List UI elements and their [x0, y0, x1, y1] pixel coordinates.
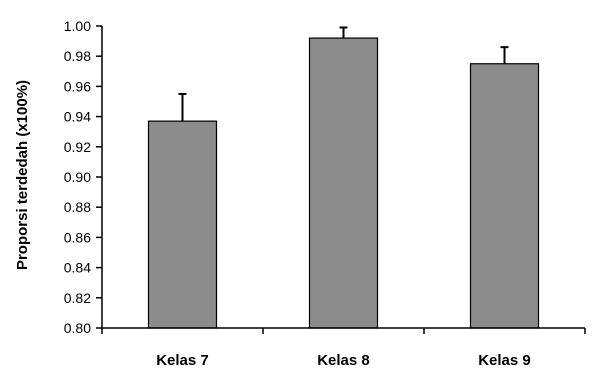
y-tick-label: 0.82 [64, 290, 91, 306]
y-tick-label: 0.90 [64, 169, 91, 185]
y-tick-label: 0.94 [64, 109, 91, 125]
bar [308, 37, 379, 329]
x-tick-label: Kelas 8 [317, 352, 370, 369]
y-tick-label: 0.92 [64, 139, 91, 155]
y-tick-label: 1.00 [64, 18, 91, 34]
y-tick-label: 0.80 [64, 320, 91, 336]
y-tick-label: 0.86 [64, 229, 91, 245]
bar [147, 120, 218, 329]
bar [469, 63, 540, 329]
y-tick-label: 0.88 [64, 199, 91, 215]
y-axis-title: Proporsi terdedah (x100%) [14, 80, 31, 270]
y-tick-label: 0.84 [64, 260, 91, 276]
axes-layer: Kelas 7 Kelas 8 Kelas 9 0.80 0.82 0.84 0.86 0.8… [64, 18, 586, 369]
x-tick-label: Kelas 7 [156, 352, 209, 369]
y-tick-label: 0.96 [64, 78, 91, 94]
bars-layer [147, 26, 540, 329]
y-tick-label: 0.98 [64, 48, 91, 64]
x-tick-label: Kelas 9 [478, 352, 531, 369]
